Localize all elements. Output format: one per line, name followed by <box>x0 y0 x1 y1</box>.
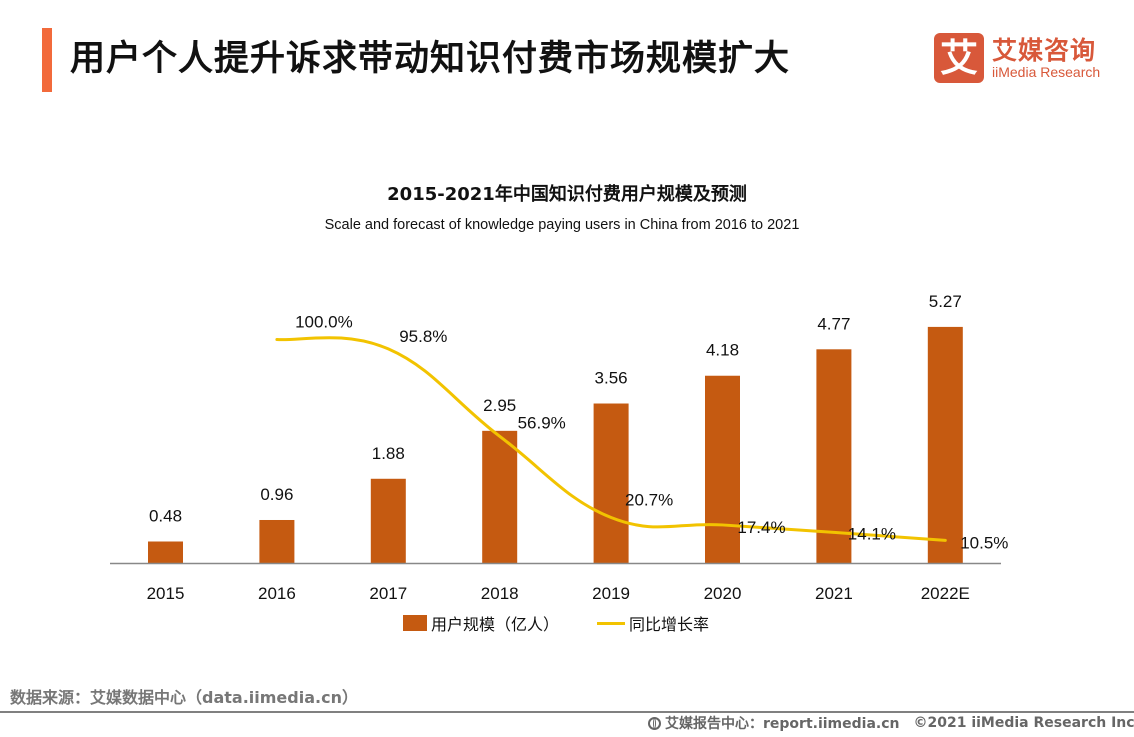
logo-name-cn: 艾媒咨询 <box>992 36 1097 65</box>
chart-subtitle: Scale and forecast of knowledge paying u… <box>324 217 800 233</box>
x-tick-label: 2022E <box>921 584 970 603</box>
growth-rate-label: 10.5% <box>960 533 1008 552</box>
legend-line-swatch <box>597 621 626 625</box>
bar-2022E <box>927 326 963 563</box>
bar-2015 <box>148 541 183 563</box>
growth-rate-label: 95.8% <box>399 327 447 346</box>
growth-rate-label: 20.7% <box>625 491 673 510</box>
bar-2019 <box>593 403 629 563</box>
legend-bar-label: 用户规模（亿人） <box>431 615 560 634</box>
x-tick-label: 2020 <box>704 584 742 603</box>
logo-icon: 艾 <box>934 33 984 83</box>
data-source: 数据来源：艾媒数据中心（data.iimedia.cn） <box>10 688 358 707</box>
bar-value-label: 4.77 <box>817 314 850 333</box>
globe-icon <box>648 716 661 730</box>
footer-divider <box>0 711 1134 713</box>
legend-line-label: 同比增长率 <box>629 615 710 634</box>
legend-bar-swatch <box>403 615 427 631</box>
growth-rate-label: 56.9% <box>518 413 566 432</box>
bar-value-label: 1.88 <box>372 444 405 463</box>
bar-2020 <box>705 375 740 563</box>
bar-value-label: 4.18 <box>706 341 739 360</box>
x-tick-label: 2015 <box>147 584 185 603</box>
report-center-link[interactable]: 艾媒报告中心：report.iimedia.cn <box>665 716 900 732</box>
bar-2018 <box>482 430 518 563</box>
bar-2016 <box>259 519 295 563</box>
growth-rate-label: 100.0% <box>295 313 353 332</box>
x-tick-label: 2017 <box>369 584 407 603</box>
logo-name-en: iiMedia Research <box>992 64 1101 80</box>
bar-value-label: 0.48 <box>149 506 182 525</box>
bar-value-label: 0.96 <box>260 485 293 504</box>
bar-value-label: 5.27 <box>929 292 962 311</box>
chart-legend: 用户规模（亿人） 同比增长率 <box>403 612 709 634</box>
bar-value-label: 2.95 <box>483 396 516 415</box>
footer: 艾媒报告中心：report.iimedia.cn ©2021 iiMedia R… <box>648 713 1134 733</box>
growth-rate-label: 14.1% <box>848 524 896 543</box>
x-tick-label: 2018 <box>481 584 519 603</box>
growth-rate-line <box>275 336 947 542</box>
x-tick-label: 2019 <box>592 584 630 603</box>
page-title: 用户个人提升诉求带动知识付费市场规模扩大 <box>70 39 791 79</box>
bar-value-label: 3.56 <box>595 369 628 388</box>
growth-rate-label: 17.4% <box>737 518 785 537</box>
title-accent-bar <box>42 28 52 92</box>
chart-title: 2015-2021年中国知识付费用户规模及预测 <box>387 184 747 205</box>
x-tick-label: 2016 <box>258 584 296 603</box>
x-tick-label: 2021 <box>815 584 853 603</box>
copyright: ©2021 iiMedia Research Inc <box>913 715 1134 731</box>
iimedia-logo: 艾 艾媒咨询 iiMedia Research <box>934 33 1134 85</box>
bar-2021 <box>816 349 852 563</box>
bar-2017 <box>370 478 406 563</box>
